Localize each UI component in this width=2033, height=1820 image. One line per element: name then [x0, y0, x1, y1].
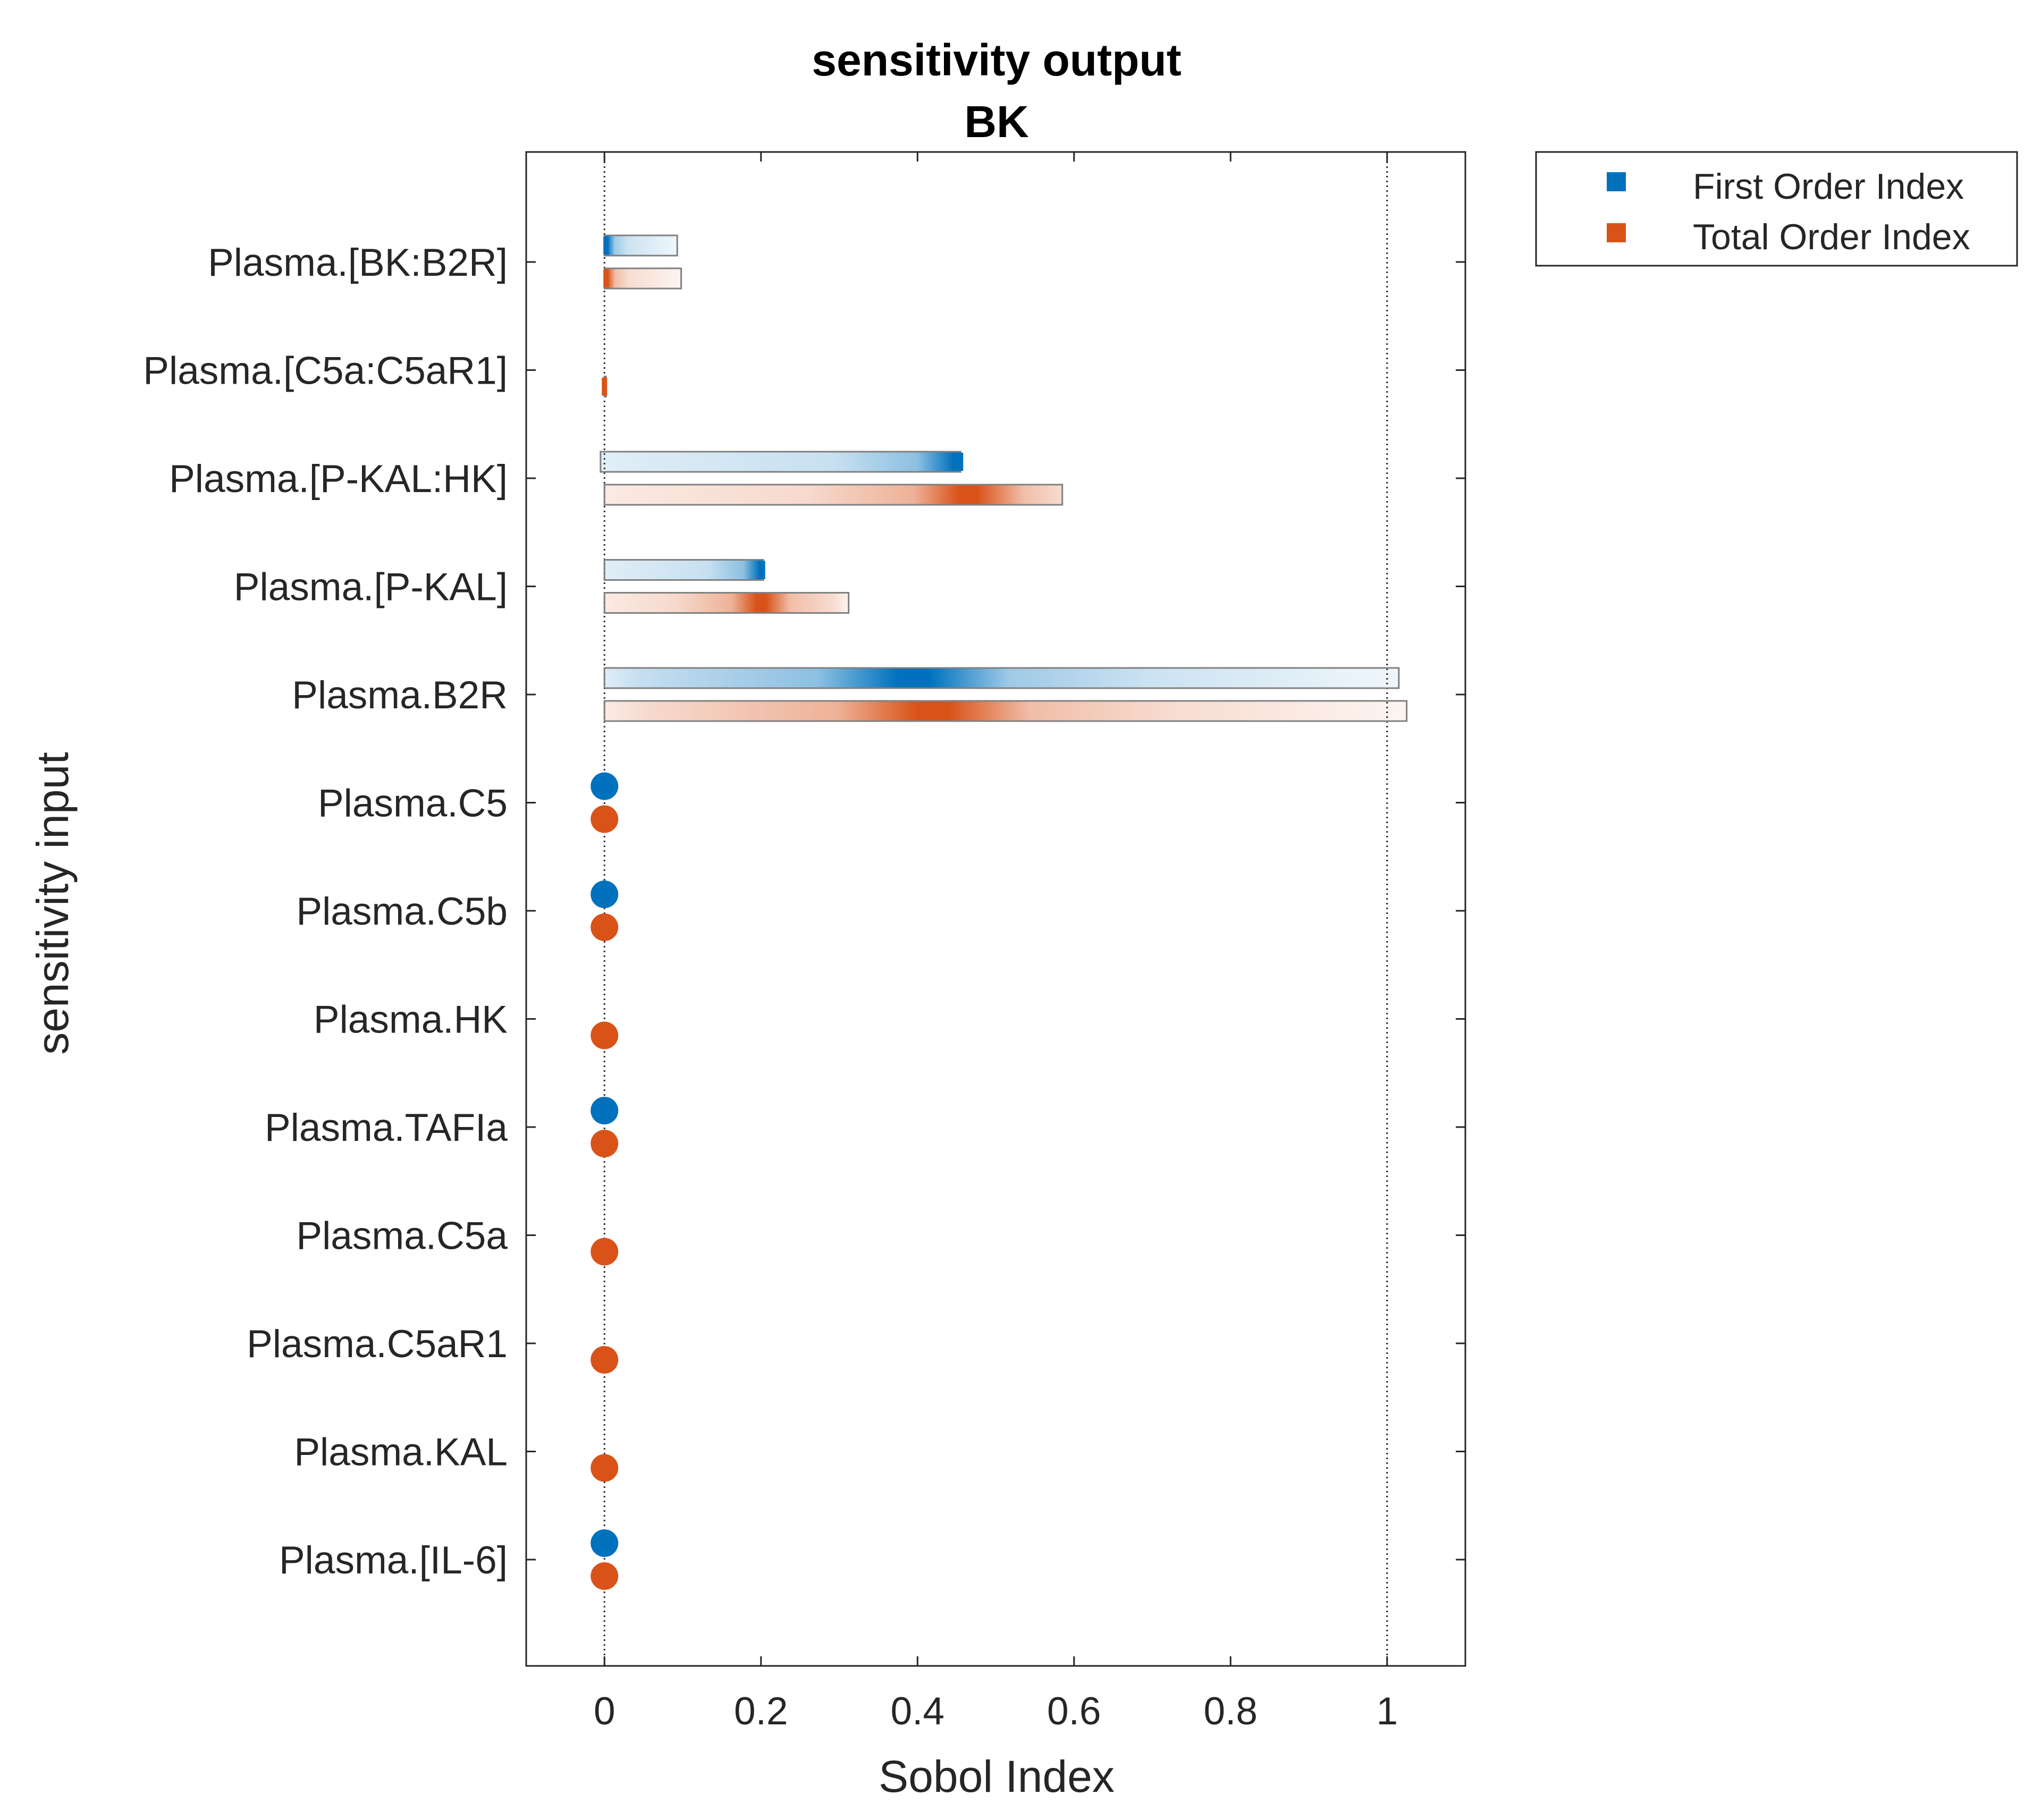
total-order-point	[591, 1021, 619, 1049]
first-order-bar	[603, 234, 678, 257]
chart-subtitle: BK	[964, 97, 1028, 147]
total-order-point	[591, 1454, 619, 1482]
total-order-point	[591, 1238, 619, 1266]
total-order-bar	[603, 267, 682, 290]
chart-title: sensitivity output	[812, 35, 1181, 85]
y-tick-label: Plasma.C5b	[296, 890, 508, 933]
y-tick-label: Plasma.C5a	[296, 1215, 508, 1258]
total-order-point	[591, 1130, 619, 1157]
first-order-bar	[603, 667, 1400, 689]
total-order-bar	[603, 700, 1408, 722]
first-order-point	[591, 772, 619, 800]
first-order-point	[591, 1529, 619, 1557]
legend-swatch-first-order	[1607, 172, 1626, 191]
y-tick-label: Plasma.[P-KAL]	[234, 566, 508, 609]
y-tick-label: Plasma.KAL	[294, 1431, 508, 1474]
total-order-bar	[603, 484, 1064, 506]
x-tick-label: 0.4	[891, 1690, 944, 1733]
total-order-value-marker	[758, 594, 764, 612]
total-order-value-marker	[930, 702, 936, 720]
total-order-point	[591, 1562, 619, 1590]
first-order-value-marker	[958, 453, 964, 471]
y-tick-label: Plasma.[C5a:C5aR1]	[143, 350, 508, 393]
total-order-point	[591, 805, 619, 833]
y-tick-label: Plasma.[P-KAL:HK]	[169, 458, 508, 501]
plot-area: 0 0.2 0.4 0.6 0.8 1 Plasma.[BK:B2R] Plasma.[C5a…	[143, 151, 1466, 1733]
total-order-value-marker	[602, 377, 608, 396]
x-tick-label: 0	[594, 1690, 615, 1733]
legend-label-total-order: Total Order Index	[1693, 217, 1970, 257]
legend-swatch-total-order	[1607, 223, 1626, 242]
first-order-value-marker	[760, 561, 765, 579]
total-order-point	[591, 1346, 619, 1374]
x-tick-label: 0.8	[1204, 1690, 1258, 1733]
legend-box	[1535, 151, 2018, 267]
x-axis-label: Sobol Index	[879, 1751, 1115, 1801]
x-tick-label: 0.6	[1047, 1690, 1101, 1733]
legend: First Order Index Total Order Index	[1535, 151, 2018, 267]
x-tick-label: 1	[1376, 1690, 1398, 1733]
y-tick-label: Plasma.C5aR1	[247, 1323, 508, 1366]
first-order-value-marker	[910, 669, 916, 687]
first-order-bar	[600, 451, 961, 473]
y-tick-label: Plasma.[IL-6]	[279, 1539, 508, 1582]
total-order-point	[591, 913, 619, 941]
y-tick-label: Plasma.HK	[314, 998, 508, 1042]
y-tick-label: Plasma.B2R	[292, 674, 508, 717]
axes-box	[525, 151, 1466, 1667]
total-order-bar	[603, 592, 850, 614]
x-tick-label: 0.2	[734, 1690, 788, 1733]
first-order-point	[591, 881, 619, 908]
total-order-value-marker	[603, 269, 609, 287]
y-tick-label: Plasma.C5	[318, 782, 508, 825]
first-order-value-marker	[603, 236, 609, 255]
first-order-point	[591, 1097, 619, 1124]
legend-label-first-order: First Order Index	[1693, 166, 1964, 207]
y-tick-label: Plasma.[BK:B2R]	[208, 241, 508, 284]
total-order-value-marker	[965, 486, 971, 504]
y-tick-label: Plasma.TAFIa	[265, 1106, 508, 1149]
first-order-bar	[603, 559, 764, 581]
y-axis-label: sensitivity input	[28, 752, 78, 1055]
